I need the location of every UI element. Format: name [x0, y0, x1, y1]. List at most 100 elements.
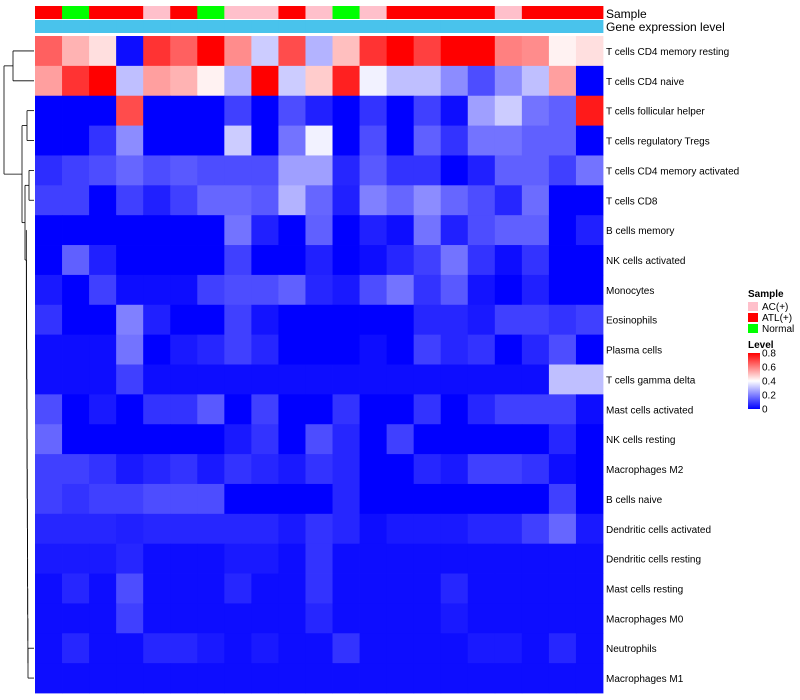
heatmap-cell [143, 65, 171, 97]
heatmap-cell [35, 483, 63, 515]
heatmap-cell [89, 95, 117, 126]
heatmap-cell [35, 334, 63, 365]
heatmap-cell [197, 513, 225, 545]
heatmap-cell [494, 454, 523, 485]
heatmap-cell [359, 394, 388, 425]
heatmap-cell [170, 573, 198, 604]
heatmap-cell [332, 274, 360, 306]
level-tick-label: 0.2 [762, 391, 776, 402]
sample-annotation-cell [116, 6, 144, 19]
heatmap-cell [359, 513, 388, 545]
heatmap-cell [116, 483, 144, 515]
heatmap-cell [197, 663, 225, 694]
heatmap-cell [575, 454, 604, 485]
heatmap-cell [548, 304, 577, 336]
heatmap-cell [278, 573, 306, 604]
heatmap-cell [278, 633, 306, 664]
heatmap-cell [224, 215, 252, 246]
heatmap-cell [170, 334, 198, 365]
heatmap-cell [143, 155, 171, 186]
heatmap-cell [116, 304, 144, 336]
heatmap-cell [359, 483, 388, 515]
heatmap-cell [62, 454, 90, 485]
heatmap-cell [386, 633, 415, 664]
level-tick-label: 0.6 [762, 363, 776, 374]
sample-annotation-cell [575, 6, 604, 19]
heatmap-cell [548, 483, 577, 515]
heatmap-cell [170, 125, 198, 156]
heatmap-cell [278, 513, 306, 545]
heatmap-cell [278, 125, 306, 156]
heatmap-cell [224, 36, 252, 67]
heatmap-cell [116, 603, 144, 634]
heatmap-cell [332, 334, 360, 365]
level-tick-label: 0 [762, 405, 768, 416]
heatmap-cell [197, 364, 225, 395]
heatmap-cell [170, 65, 198, 97]
heatmap-cell [143, 215, 171, 246]
heatmap-cell [359, 185, 388, 216]
heatmap-cell [494, 185, 523, 216]
heatmap-cell [359, 573, 388, 604]
heatmap-cell [143, 394, 171, 425]
heatmap-cell [224, 304, 252, 336]
heatmap-cell [170, 155, 198, 186]
heatmap-cell [440, 394, 469, 425]
heatmap-cell [251, 125, 279, 156]
heatmap-cell [494, 603, 523, 634]
gene-expression-annotation-cell [548, 20, 577, 33]
gene-expression-annotation-bar [35, 20, 604, 33]
gene-expression-annotation-cell [332, 20, 360, 33]
heatmap-cell [548, 125, 577, 156]
heatmap-cell [467, 155, 496, 186]
heatmap-cell [35, 274, 63, 306]
heatmap-cell [143, 334, 171, 365]
heatmap-cell [332, 215, 360, 246]
heatmap-cell [440, 274, 469, 306]
gene-expression-annotation-cell [440, 20, 469, 33]
heatmap-cell [62, 663, 90, 694]
heatmap-cell [251, 424, 279, 455]
heatmap-cell [35, 454, 63, 485]
row-dendrogram [3, 50, 34, 679]
heatmap-cell [62, 274, 90, 306]
heatmap-cell [116, 65, 144, 97]
heatmap-cell [251, 513, 279, 545]
heatmap-cell [89, 215, 117, 246]
heatmap-cell [386, 424, 415, 455]
heatmap-cell [575, 633, 604, 664]
heatmap-cell [494, 334, 523, 365]
heatmap-cell [305, 245, 333, 276]
legend-label-normal: Normal [762, 324, 794, 335]
heatmap-cell [305, 663, 333, 694]
heatmap-cell [494, 364, 523, 395]
heatmap-cell [143, 573, 171, 604]
heatmap-cell [332, 573, 360, 604]
sample-annotation-cell [548, 6, 577, 19]
heatmap-cell [278, 215, 306, 246]
heatmap-cell [359, 95, 388, 126]
heatmap-cell [521, 424, 550, 455]
row-label: T cells CD4 naive [606, 77, 685, 88]
heatmap-cell [197, 245, 225, 276]
sample-annotation-label: Sample [606, 7, 647, 21]
heatmap-cell [62, 633, 90, 664]
heatmap-cell [494, 245, 523, 276]
heatmap-cell [224, 603, 252, 634]
sample-annotation-bar [35, 6, 604, 19]
heatmap-cell [197, 543, 225, 574]
heatmap-cell [575, 65, 604, 97]
heatmap-cell [224, 245, 252, 276]
sample-annotation-cell [170, 6, 198, 19]
heatmap-cell [521, 215, 550, 246]
heatmap-cell [359, 155, 388, 186]
heatmap-cell [386, 513, 415, 545]
heatmap-cell [251, 155, 279, 186]
row-label: Macrophages M1 [606, 674, 684, 685]
row-label: Eosinophils [606, 316, 657, 327]
row-label: T cells gamma delta [606, 375, 696, 386]
heatmap-cell [197, 65, 225, 97]
heatmap-cell [143, 36, 171, 67]
heatmap-cell [575, 483, 604, 515]
heatmap-cell [197, 185, 225, 216]
